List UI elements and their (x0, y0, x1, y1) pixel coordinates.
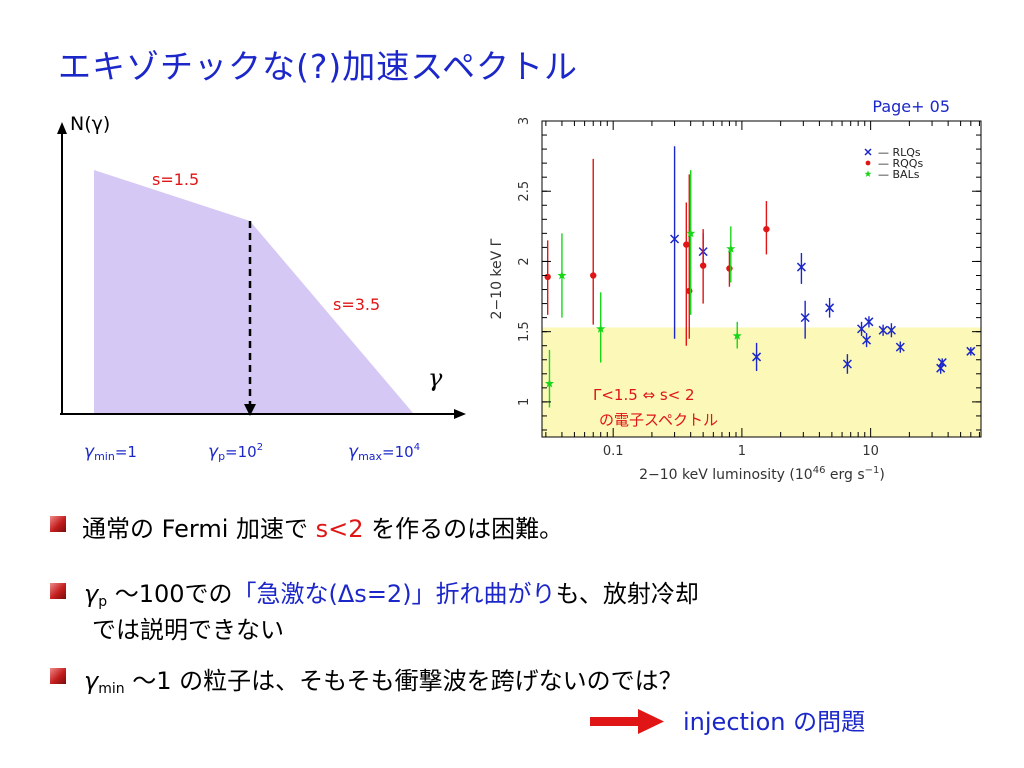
data-point-dot (590, 272, 597, 279)
y-tick-label: 1 (517, 398, 532, 406)
data-point-x (842, 359, 852, 369)
injection-label: injection の問題 (683, 708, 866, 736)
data-point-x (966, 346, 976, 356)
y-axis-label: N(γ) (70, 113, 110, 135)
data-point-star (686, 228, 696, 238)
data-point-x (936, 363, 946, 373)
tick-gamma-max: γmax=104 (348, 442, 420, 463)
chart-x-axis-label: 2−10 keV luminosity (1046 erg s−1) (639, 465, 885, 483)
data-point-star (544, 378, 554, 388)
yellow-band (542, 327, 981, 437)
y-axis-arrow-icon (57, 122, 67, 134)
data-point-x (800, 313, 810, 323)
red-arrow-icon (590, 709, 664, 734)
chart-legend: — RLQs— RQQs— BALs (864, 146, 923, 181)
tick-gamma-p: γp=102 (208, 442, 263, 463)
x-axis-arrow-icon (454, 409, 466, 419)
y-tick-label: 1.5 (517, 321, 532, 342)
legend-marker (864, 148, 872, 156)
slope-label-2: s=3.5 (333, 295, 380, 314)
bullet-icon (50, 516, 66, 532)
bullet-1-text: 通常の Fermi 加速で s<2 を作るのは困難。 (82, 515, 564, 543)
spectrum-fill (94, 170, 413, 413)
x-tick-label: 1 (738, 444, 746, 459)
data-point-star (726, 244, 736, 253)
data-point-dot (726, 265, 733, 272)
data-point-x (670, 234, 680, 244)
tick-gamma-min: γmin=1 (84, 442, 137, 463)
legend-label: — BALs (878, 168, 920, 181)
band-annotation-2: の電子スペクトル (599, 411, 718, 429)
slope-label-1: s=1.5 (152, 170, 199, 189)
band-annotation-1: Γ<1.5 ⇔ s< 2 (593, 386, 695, 404)
x-tick-label: 10 (862, 444, 879, 459)
bullet-2-text: γp ～100での「急激な(Δs=2)」折れ曲がりも、放射冷却 (84, 580, 699, 610)
data-point-star (557, 270, 567, 280)
bullet-icon (50, 583, 66, 599)
legend-marker (864, 170, 872, 177)
data-point-dot (763, 225, 770, 233)
data-point-x (862, 335, 872, 345)
data-point-x (857, 324, 867, 334)
x-axis-label: γ (428, 364, 443, 392)
bullet-2-text-line2: では説明できない (92, 616, 284, 644)
data-point-x (895, 342, 905, 352)
gamma-luminosity-chart: 0.1 1 10 1 1.5 2 2.5 3 Page+ 05 2−10 keV lumino… (489, 97, 982, 483)
data-point-x (937, 358, 947, 368)
data-point-x (886, 325, 896, 335)
data-point-dot (699, 262, 707, 269)
data-point-x (864, 317, 874, 327)
bullet-icon (50, 668, 66, 684)
y-tick-label: 2.5 (517, 181, 532, 202)
spectrum-schematic: N(γ) γ s=1.5 s=3.5 γmin=1 γp=102 γmax=10… (57, 113, 466, 463)
data-point-dot (683, 241, 690, 248)
data-point-x (752, 352, 762, 362)
data-point-dot (544, 273, 551, 281)
data-point-dot (686, 287, 693, 295)
plot-frame (541, 120, 982, 438)
data-point-star (732, 331, 742, 340)
y-tick-label: 3 (517, 117, 532, 125)
chart-source-label: Page+ 05 (872, 97, 950, 116)
chart-y-axis-label: 2−10 keV Γ (489, 238, 505, 319)
slide-title: エキゾチックな(?)加速スペクトル (58, 47, 578, 86)
legend-label: — RQQs (878, 157, 923, 170)
bullet-3-text: γmin ～1 の粒子は、そもそも衝撃波を跨げないのでは？ (84, 667, 683, 697)
data-point-star (596, 324, 606, 333)
data-point-x (825, 303, 835, 313)
y-tick-label: 2 (517, 257, 532, 265)
legend-marker (865, 160, 871, 166)
break-arrow-icon (244, 404, 256, 416)
data-point-x (878, 325, 888, 335)
x-tick-label: 0.1 (603, 444, 624, 459)
data-point-x (796, 262, 806, 272)
legend-label: — RLQs (878, 146, 921, 159)
